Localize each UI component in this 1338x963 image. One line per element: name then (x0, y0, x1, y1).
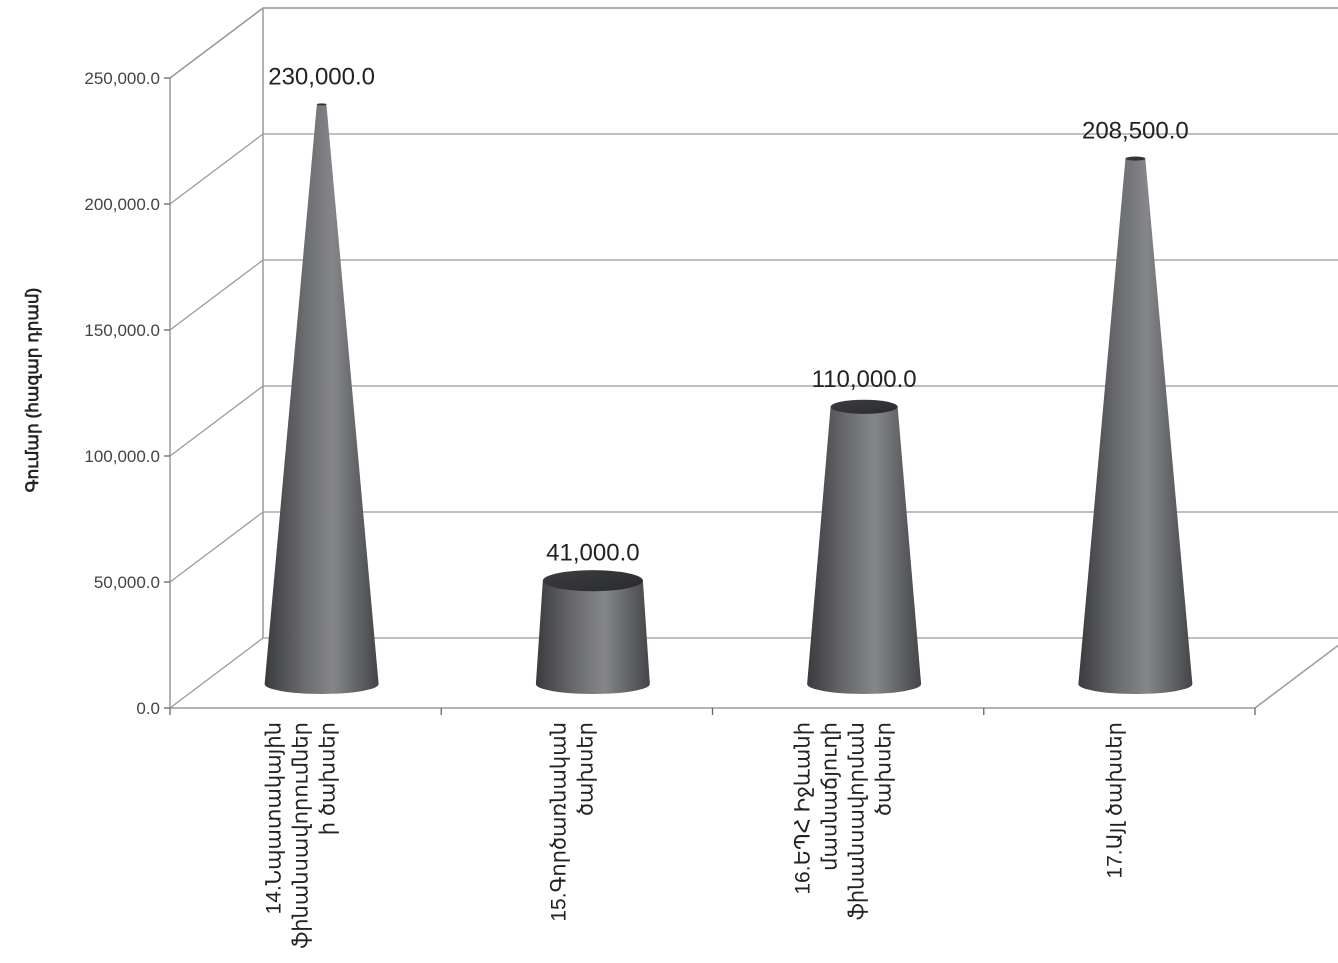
category-label-line: 14.Նպատակային (263, 722, 286, 914)
category-label-2: 15.Գործառնական ծախսեր (547, 722, 597, 922)
category-label-line: ծախսեր (574, 722, 597, 816)
cone-body (264, 104, 379, 694)
gridline-side (169, 133, 264, 205)
cones (264, 103, 1193, 694)
floor-right-edge (1254, 644, 1338, 709)
cone-top (830, 399, 898, 414)
data-label: 110,000.0 (812, 366, 917, 393)
cone-4 (1078, 156, 1193, 694)
cone-top (542, 570, 643, 592)
gridline-side (169, 7, 264, 79)
category-label-3: 16.ԵՊՀ Իջևանի մասնաճյուղի ֆինանսավորման ծախ… (792, 722, 896, 920)
y-tick-label: 200,000.0 (84, 195, 160, 214)
y-tick-label: 100,000.0 (84, 447, 160, 466)
data-labels: 230,000.0 41,000.0 110,000.0 208,500.0 (268, 63, 1189, 566)
y-tick-label: 150,000.0 (84, 321, 160, 340)
cone-3 (807, 399, 922, 694)
data-label: 208,500.0 (1082, 118, 1189, 145)
gridline-side (169, 637, 264, 709)
cone-1 (264, 103, 379, 694)
data-label: 41,000.0 (546, 540, 639, 567)
cone-2 (535, 570, 650, 694)
y-axis-title: Գումար (հազար դրամ) (23, 288, 42, 493)
category-label-line: մասնաճյուղի (819, 722, 842, 871)
category-label-line: 16.ԵՊՀ Իջևանի (792, 722, 815, 895)
category-label-4: 17.Այլ ծախսեր (1103, 722, 1126, 879)
y-tick-label: 250,000.0 (84, 69, 160, 88)
category-label-line: ի ծախսեր (317, 722, 340, 835)
category-label-line: 17.Այլ ծախսեր (1103, 722, 1126, 879)
cone-body (807, 406, 922, 694)
category-label-line: ծախսեր (873, 722, 896, 816)
category-label-1: 14.Նպատակային ֆինանսավորումներ ի ծախսեր (263, 722, 340, 949)
gridline-side (169, 259, 264, 331)
x-axis (169, 708, 1256, 715)
category-label-line: ֆինանսավորումներ (290, 722, 313, 949)
y-tick-label: 0.0 (136, 699, 160, 718)
category-label-line: 15.Գործառնական (547, 722, 570, 922)
category-label-line: ֆինանսավորման (846, 722, 869, 920)
cone-top (316, 103, 327, 106)
cone-top (1125, 156, 1146, 161)
cone-body (1078, 158, 1193, 694)
cone-body (535, 580, 650, 694)
data-label: 230,000.0 (268, 63, 375, 90)
gridline-side (169, 385, 264, 457)
y-tick-label: 50,000.0 (94, 573, 160, 592)
gridline-side (169, 511, 264, 583)
y-axis-ticks: 0.0 50,000.0 100,000.0 150,000.0 200,000.0 25… (84, 69, 170, 718)
category-labels: 14.Նպատակային ֆինանսավորումներ ի ծախսեր 15.… (263, 722, 1127, 949)
